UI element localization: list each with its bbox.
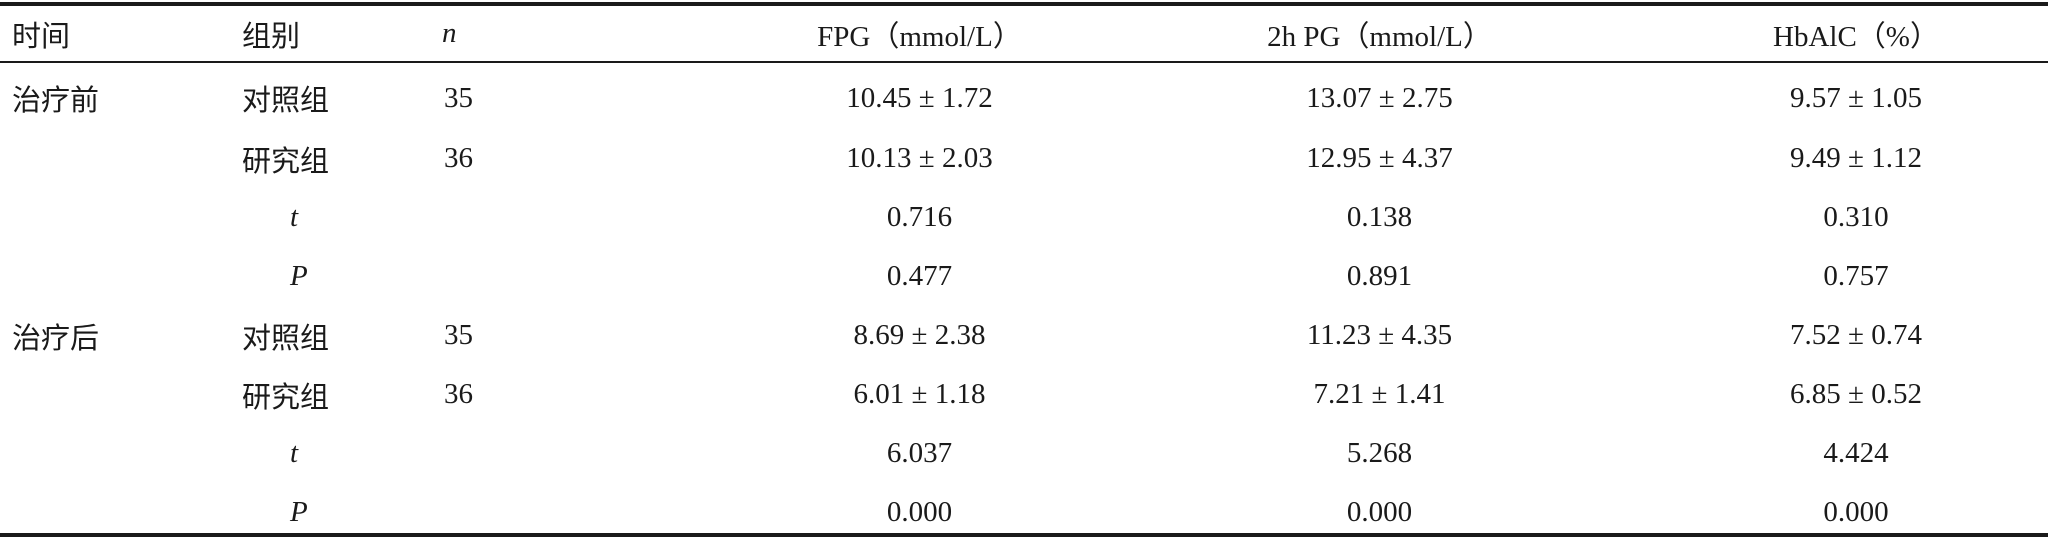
cell-hba1c: 9.57 ± 1.05 <box>1790 81 1922 114</box>
cell-time <box>0 365 192 424</box>
header-fpg: FPG（mmol/L） <box>817 20 1022 53</box>
cell-n: 35 <box>444 319 473 351</box>
cell-2h-pg: 13.07 ± 2.75 <box>1306 81 1453 114</box>
table-row: t 0.716 0.138 0.310 <box>0 188 2058 247</box>
cell-hba1c: 0.000 <box>1823 496 1889 528</box>
cell-2h-pg: 11.23 ± 4.35 <box>1306 319 1453 351</box>
header-row: 时间 组别 n FPG（mmol/L） 2h PG（mmol/L） HbAlC（… <box>0 6 2058 61</box>
header-hba1c: HbAlC（%） <box>1773 20 1939 53</box>
cell-2h-pg: 0.891 <box>1346 260 1413 292</box>
cell-hba1c: 7.52 ± 0.74 <box>1790 319 1922 351</box>
cell-time <box>0 129 192 188</box>
results-table: 时间 组别 n FPG（mmol/L） 2h PG（mmol/L） HbAlC（… <box>0 6 2058 542</box>
cell-time: 治疗后 <box>12 322 100 355</box>
cell-fpg: 6.01 ± 1.18 <box>853 378 986 410</box>
cell-n: 36 <box>444 378 473 410</box>
cell-time <box>0 247 192 306</box>
cell-2h-pg: 7.21 ± 1.41 <box>1313 378 1446 410</box>
cell-group: 对照组 <box>242 85 330 117</box>
header-2h-pg: 2h PG（mmol/L） <box>1267 20 1492 53</box>
table-row: P 0.477 0.891 0.757 <box>0 247 2058 306</box>
cell-n: 36 <box>444 142 473 174</box>
cell-fpg: 6.037 <box>886 437 953 469</box>
cell-fpg: 0.000 <box>886 496 953 528</box>
cell-hba1c: 0.310 <box>1823 201 1889 233</box>
cell-fpg: 8.69 ± 2.38 <box>853 319 986 351</box>
cell-time <box>0 424 192 483</box>
cell-stat-label: P <box>290 260 308 292</box>
table-row: P 0.000 0.000 0.000 <box>0 483 2058 542</box>
cell-stat-label: t <box>290 201 299 233</box>
table-header-rule <box>0 61 2048 63</box>
header-time: 时间 <box>12 20 71 53</box>
cell-group: 研究组 <box>242 381 330 414</box>
cell-stat-label: P <box>290 496 308 528</box>
cell-2h-pg: 5.268 <box>1346 437 1413 469</box>
cell-stat-label: t <box>290 437 299 469</box>
cell-n: 35 <box>444 81 473 114</box>
cell-2h-pg: 0.000 <box>1346 496 1413 528</box>
cell-2h-pg: 0.138 <box>1346 201 1413 233</box>
cell-hba1c: 0.757 <box>1823 260 1889 292</box>
table-top-rule <box>0 2 2048 6</box>
cell-n <box>442 247 682 306</box>
cell-fpg: 0.477 <box>886 260 953 292</box>
cell-group: 研究组 <box>242 145 330 178</box>
cell-hba1c: 6.85 ± 0.52 <box>1790 378 1922 410</box>
cell-group: 对照组 <box>242 322 330 355</box>
cell-fpg: 10.45 ± 1.72 <box>846 81 993 114</box>
table-row: 研究组 36 10.13 ± 2.03 12.95 ± 4.37 9.49 ± … <box>0 129 2058 188</box>
table-row: 治疗后 对照组 35 8.69 ± 2.38 11.23 ± 4.35 7.52… <box>0 306 2058 365</box>
cell-n <box>442 188 682 247</box>
table-row: t 6.037 5.268 4.424 <box>0 424 2058 483</box>
table-row: 治疗前 对照组 35 10.45 ± 1.72 13.07 ± 2.75 9.5… <box>0 61 2058 129</box>
cell-2h-pg: 12.95 ± 4.37 <box>1306 142 1453 174</box>
cell-hba1c: 9.49 ± 1.12 <box>1790 142 1922 174</box>
cell-fpg: 0.716 <box>886 201 953 233</box>
cell-n <box>442 483 682 542</box>
cell-time <box>0 483 192 542</box>
cell-time <box>0 188 192 247</box>
header-n: n <box>442 17 457 49</box>
cell-fpg: 10.13 ± 2.03 <box>846 142 993 174</box>
cell-hba1c: 4.424 <box>1823 437 1889 469</box>
cell-n <box>442 424 682 483</box>
header-group: 组别 <box>242 20 301 53</box>
cell-time: 治疗前 <box>12 85 100 117</box>
table-bottom-rule <box>0 533 2048 537</box>
table-row: 研究组 36 6.01 ± 1.18 7.21 ± 1.41 6.85 ± 0.… <box>0 365 2058 424</box>
